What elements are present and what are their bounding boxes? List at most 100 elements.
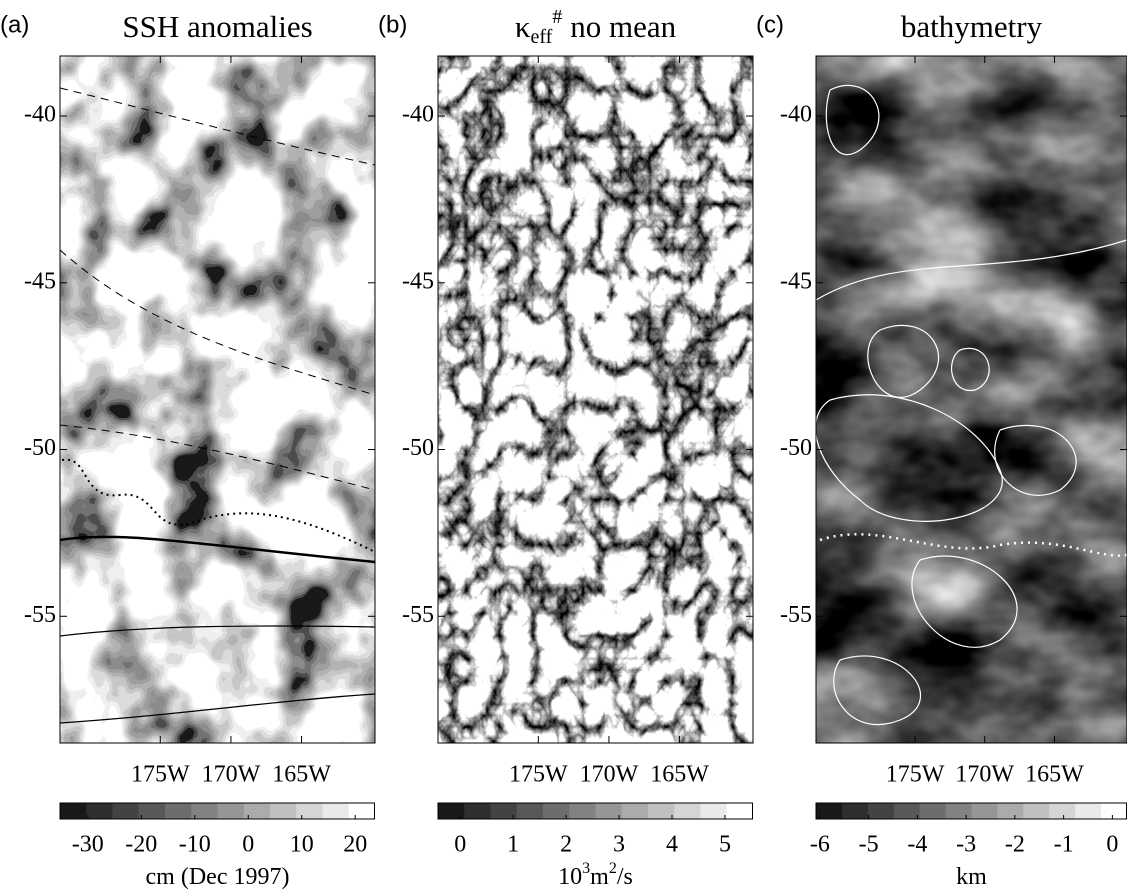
y-tick-label: -50 [780,435,812,461]
colorbar-label-part: km [956,864,987,890]
colorbar-swatch [1075,803,1101,819]
x-tick-label: 170W [580,762,639,788]
panel-label: (c) [756,11,784,38]
colorbar-label: km [956,864,987,890]
colorbar-swatch [569,803,596,819]
y-tick-label: -55 [24,602,56,628]
panel: (a) SSH anomalies -40 -45 -50 -55 175W 170W 165W… [0,9,376,889]
y-tick-label: -40 [24,102,56,128]
colorbar-swatch [218,803,245,819]
colorbar-swatch [972,803,998,819]
panel-title: bathymetry [901,9,1043,44]
colorbar-swatch [1101,803,1127,819]
y-tick-label: -45 [780,268,812,294]
colorbar-swatch [1049,803,1075,819]
y-tick-label: -55 [402,602,434,628]
y-tick-label: -50 [24,435,56,461]
title-base: SSH anomalies [122,9,312,44]
colorbar-tick-label: -2 [1005,832,1025,858]
y-tick-label: -40 [402,102,434,128]
colorbar-swatch [270,803,297,819]
figure: (a)SSH anomalies-40-45-50-55175W170W165W… [0,0,1127,891]
colorbar-swatch [349,803,376,819]
colorbar-label-sup: 3 [582,860,590,877]
colorbar-swatch [139,803,166,819]
x-tick-label: 165W [272,762,331,788]
colorbar-tick-label: -5 [859,832,879,858]
colorbar-label: 103m2/s [558,860,633,890]
title-rest: no mean [570,9,676,44]
colorbar-swatch [438,803,465,819]
x-tick-label: 170W [202,762,261,788]
colorbar-tick-label: 1 [507,832,519,858]
y-tick-label: -40 [780,102,812,128]
title-base: bathymetry [901,9,1043,44]
colorbar-swatch [464,803,491,819]
colorbar-swatch [1023,803,1049,819]
x-tick-label: 175W [131,762,190,788]
colorbar-tick-label: 0 [1106,832,1118,858]
colorbar-swatch [920,803,946,819]
y-tick-label: -55 [780,602,812,628]
colorbar-swatch [165,803,192,819]
colorbar-tick-label: 4 [666,832,678,858]
y-tick-label: -45 [402,268,434,294]
colorbar-tick-label: 3 [613,832,625,858]
colorbar-swatch [727,803,754,819]
colorbar-swatch [296,803,323,819]
panel-label: (a) [0,11,29,38]
x-tick-label: 175W [509,762,568,788]
colorbar-swatch [113,803,140,819]
colorbar-label-part: cm (Dec 1997) [146,864,290,890]
colorbar-swatch [86,803,113,819]
colorbar-tick-label: -4 [907,832,927,858]
panel-title: κeff# no mean [515,6,677,48]
x-tick-label: 165W [650,762,709,788]
colorbar-tick-label: 0 [454,832,466,858]
colorbar-swatch [60,803,87,819]
title-sup: # [552,6,562,28]
colorbar-label: cm (Dec 1997) [146,864,290,890]
colorbar-tick-label: -30 [72,832,104,858]
colorbar-swatch [596,803,623,819]
colorbar-swatch [648,803,675,819]
map-field [60,56,375,743]
panel-title: SSH anomalies [122,9,312,44]
panel-label: (b) [378,11,407,38]
colorbar-swatch [868,803,894,819]
colorbar-swatch [622,803,649,819]
colorbar-label-part: m [590,864,609,890]
colorbar-swatch [842,803,868,819]
panel: (b) κeff# no mean -40 -45 -50 -55 175W 170W 165W 0… [378,6,754,890]
colorbar-tick-label: 0 [242,832,254,858]
colorbar-swatch [946,803,972,819]
colorbar-tick-label: 10 [290,832,314,858]
colorbar-tick-label: -10 [179,832,211,858]
title-sub: eff [530,26,552,48]
title-base: κ [515,9,531,44]
colorbar-swatch [323,803,350,819]
colorbar-tick-label: -1 [1054,832,1074,858]
colorbar-swatch [517,803,544,819]
colorbar-swatch [674,803,701,819]
colorbar-tick-label: -20 [125,832,157,858]
y-tick-label: -45 [24,268,56,294]
colorbar-tick-label: 20 [343,832,367,858]
colorbar-label-sup: 2 [609,860,617,877]
map-field [816,56,1127,743]
colorbar-tick-label: 5 [719,832,731,858]
colorbar-swatch [894,803,920,819]
colorbar-label-part: 10 [558,864,582,890]
map-field [438,56,753,743]
colorbar-label-part: /s [617,864,633,890]
colorbar-tick-label: -3 [956,832,976,858]
colorbar-tick-label: -6 [810,832,830,858]
y-tick-label: -50 [402,435,434,461]
colorbar-swatch [701,803,728,819]
x-tick-label: 170W [955,762,1014,788]
colorbar-swatch [997,803,1023,819]
x-tick-label: 175W [886,762,945,788]
x-tick-label: 165W [1025,762,1084,788]
colorbar-tick-label: 2 [560,832,572,858]
